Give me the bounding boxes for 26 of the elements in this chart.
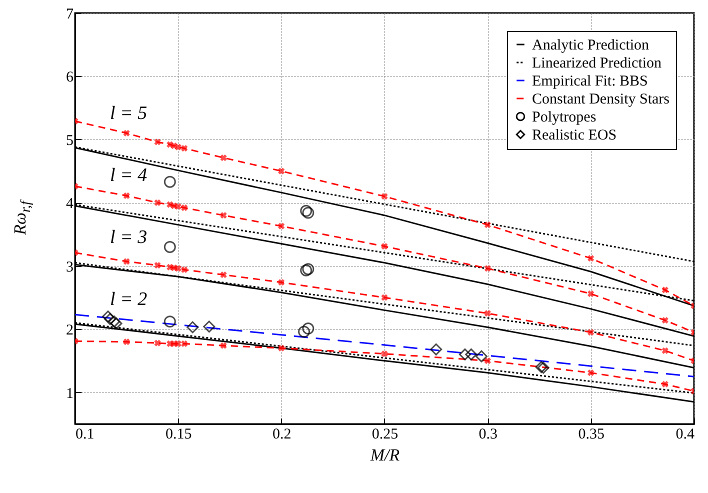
legend-label: Polytropes bbox=[532, 110, 596, 126]
legend-label: Empirical Fit: BBS bbox=[532, 74, 648, 90]
legend-label: Analytic Prediction bbox=[532, 38, 650, 54]
annotation: l = 3 bbox=[110, 227, 148, 248]
x-tick-label: 0.3 bbox=[478, 426, 498, 442]
annotation: l = 4 bbox=[110, 165, 148, 186]
x-tick-label: 0.2 bbox=[272, 426, 292, 442]
legend-label: Linearized Prediction bbox=[532, 56, 662, 72]
annotation: l = 2 bbox=[110, 289, 148, 310]
x-axis-title: M/R bbox=[369, 446, 400, 464]
y-tick-label: 2 bbox=[66, 322, 74, 339]
legend-label: Constant Density Stars bbox=[532, 92, 670, 108]
legend-label: Realistic EOS bbox=[532, 128, 617, 144]
y-tick-label: 4 bbox=[66, 196, 74, 212]
x-tick-label: 0.15 bbox=[166, 426, 192, 442]
y-tick-label: 3 bbox=[66, 259, 74, 276]
annotation: l = 5 bbox=[110, 103, 148, 124]
line-series bbox=[75, 314, 694, 378]
x-tick-label: 0.4 bbox=[676, 426, 695, 442]
y-tick-label: 6 bbox=[66, 70, 74, 86]
y-tick-label: 5 bbox=[66, 132, 74, 149]
x-tick-label: 0.35 bbox=[578, 426, 604, 442]
y-tick-label: 7 bbox=[66, 6, 74, 22]
y-tick-label: 1 bbox=[66, 386, 74, 402]
x-tick-label: 0.25 bbox=[372, 426, 398, 442]
x-tick-label: 0.1 bbox=[76, 426, 94, 442]
